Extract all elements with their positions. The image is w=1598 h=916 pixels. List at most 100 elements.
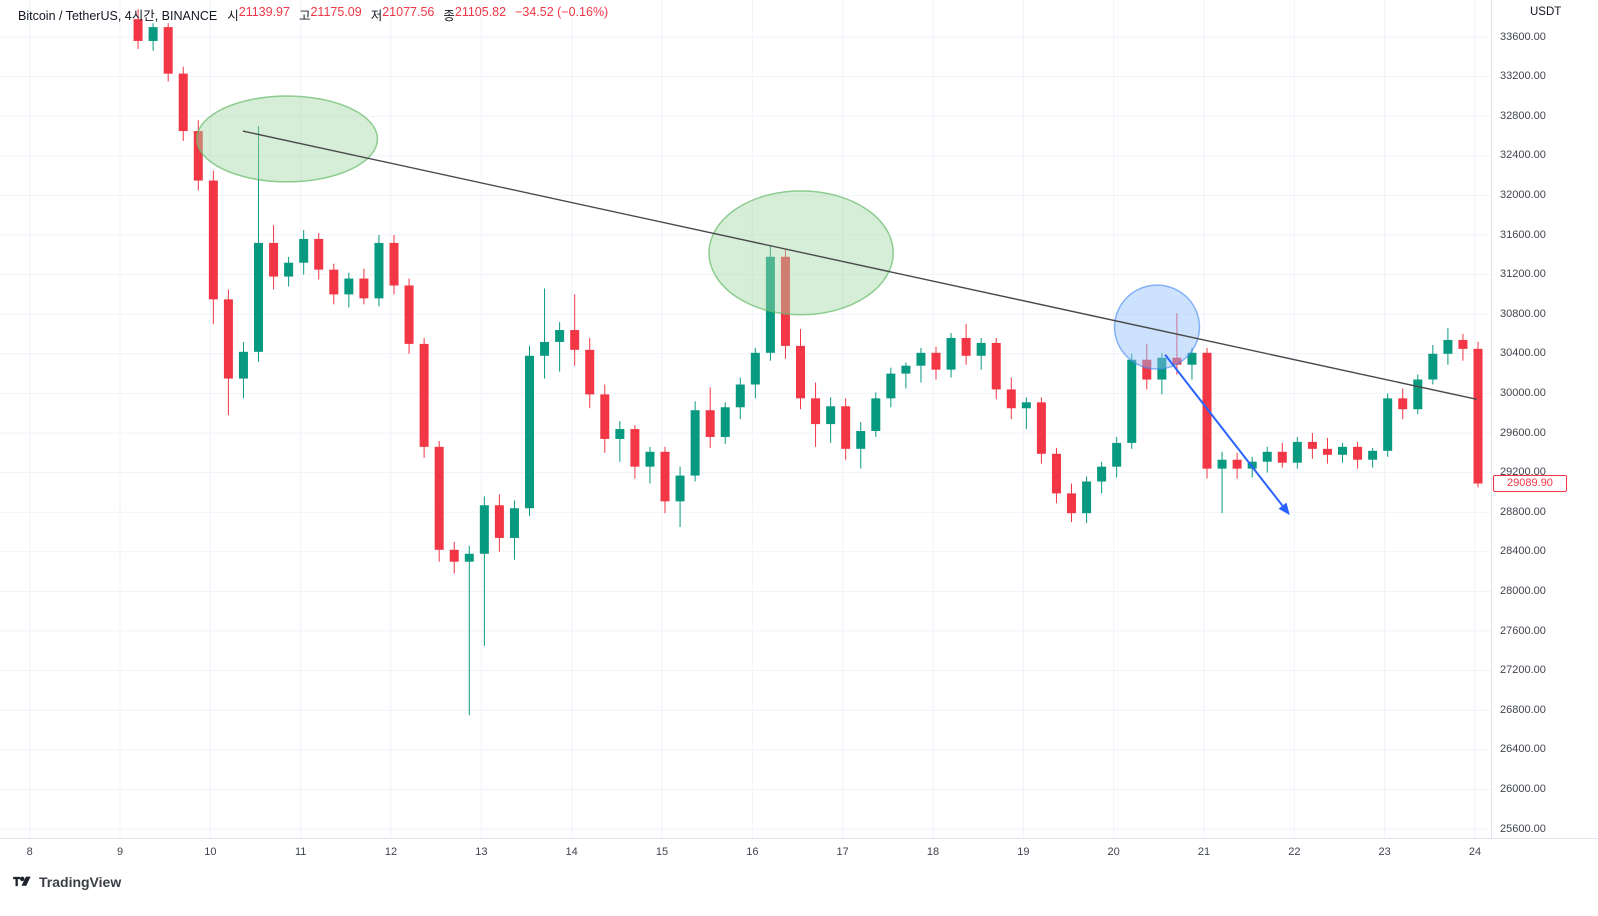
time-axis-label: 21 (1197, 846, 1211, 858)
candle (720, 402, 730, 444)
time-axis-label: 8 (26, 846, 33, 858)
candle (1428, 344, 1438, 385)
price-axis-label: 31600.00 (1500, 228, 1546, 241)
price-axis-label: 27200.00 (1500, 664, 1546, 677)
price-axis-label: 30400.00 (1500, 347, 1546, 360)
candle (690, 401, 700, 482)
candle (735, 377, 745, 420)
candle (901, 362, 911, 389)
candle (1353, 441, 1363, 469)
candle (1142, 343, 1152, 390)
candle (1473, 341, 1483, 488)
candle (555, 322, 565, 372)
price-axis-label: 28400.00 (1500, 545, 1546, 558)
candle (434, 440, 444, 562)
price-axis-label: 26800.00 (1500, 703, 1546, 716)
candle (705, 387, 715, 448)
ohlc-low: 저 21077.56 (370, 5, 435, 23)
candle (585, 337, 595, 409)
candle (389, 235, 399, 295)
time-axis-label: 17 (836, 846, 849, 858)
candle (359, 268, 369, 305)
price-change: −34.52 (−0.16%) (515, 5, 609, 19)
tradingview-logo-icon[interactable] (12, 873, 33, 890)
time-axis-label: 15 (655, 846, 669, 858)
price-axis-label: 28000.00 (1500, 584, 1546, 597)
candle (314, 233, 324, 280)
candle (208, 170, 218, 325)
candle (600, 384, 610, 453)
price-axis-label: 30000.00 (1500, 386, 1546, 399)
candle (675, 466, 685, 528)
candle (615, 421, 625, 462)
time-axis-label: 10 (204, 846, 217, 858)
price-axis-label: 26400.00 (1500, 743, 1546, 756)
ohlc-high: 고 21175.09 (298, 5, 362, 23)
candle (1112, 436, 1122, 478)
candle (404, 278, 414, 354)
grid-layer (0, 0, 1491, 838)
price-axis-label: 32400.00 (1500, 149, 1546, 162)
candle (254, 126, 264, 362)
candle (931, 346, 941, 380)
candle (1322, 437, 1332, 464)
time-axis-label: 13 (475, 846, 488, 858)
candle (1443, 328, 1453, 365)
time-axis-label: 20 (1107, 846, 1120, 858)
price-axis[interactable]: USDT 33600.00 33200.00 32800.00 32400.00 320… (1491, 0, 1598, 838)
price-axis-label: 27600.00 (1500, 624, 1546, 637)
candle (494, 494, 504, 552)
watermark-label[interactable]: TradingView (39, 873, 122, 890)
candle (1232, 452, 1242, 479)
candle (750, 347, 760, 399)
symbol-title[interactable]: Bitcoin / TetherUS, 4시간, BINANCE (18, 9, 218, 23)
tradingview-watermark[interactable]: TradingView (12, 873, 121, 890)
blue-ellipse[interactable] (1113, 284, 1201, 370)
candle (223, 289, 233, 416)
candle (1021, 397, 1031, 430)
candle (1292, 436, 1302, 469)
trendline[interactable] (242, 130, 1477, 401)
candle (570, 294, 580, 366)
candle (1307, 433, 1317, 459)
time-axis-label: 14 (565, 846, 578, 858)
candle (284, 256, 294, 287)
quote-currency-label: USDT (1530, 6, 1562, 18)
candle (976, 337, 986, 370)
candle (1368, 447, 1378, 468)
candle (1413, 374, 1423, 415)
candle (1262, 446, 1272, 473)
time-axis[interactable]: TradingView 8 9 10 11 12 13 14 15 16 17 18 19 20 21 22… (0, 838, 1598, 916)
candle (645, 446, 655, 484)
price-axis-label: 28800.00 (1500, 505, 1546, 518)
candle (1006, 377, 1016, 420)
price-axis-label: 29200.00 (1500, 466, 1546, 479)
chart-legend[interactable]: Bitcoin / TetherUS, 4시간, BINANCE 시 21139.… (18, 5, 608, 24)
price-axis-label: 29600.00 (1500, 426, 1546, 439)
price-axis-label: 25600.00 (1500, 822, 1546, 835)
candle (464, 545, 474, 716)
candle (1277, 442, 1287, 468)
candle (449, 541, 459, 574)
time-axis-label: 24 (1468, 846, 1482, 858)
candle (525, 345, 535, 517)
time-axis-label: 11 (294, 846, 307, 858)
candle (796, 329, 806, 410)
candle (374, 235, 384, 307)
last-price-tag: 29089.90 (1493, 475, 1567, 493)
arrow-annotation[interactable] (1164, 354, 1290, 516)
green-ellipse-1[interactable] (196, 95, 379, 183)
candle (961, 324, 971, 365)
candle (269, 225, 279, 290)
candle (780, 249, 790, 359)
ohlc-close: 종 21105.82 (443, 5, 507, 23)
candle (178, 66, 188, 141)
candle (329, 263, 339, 305)
time-axis-label: 19 (1017, 846, 1030, 858)
candle (1097, 461, 1107, 494)
candle (1398, 388, 1408, 420)
time-axis-label: 16 (746, 846, 759, 858)
time-axis-label: 9 (116, 846, 124, 858)
